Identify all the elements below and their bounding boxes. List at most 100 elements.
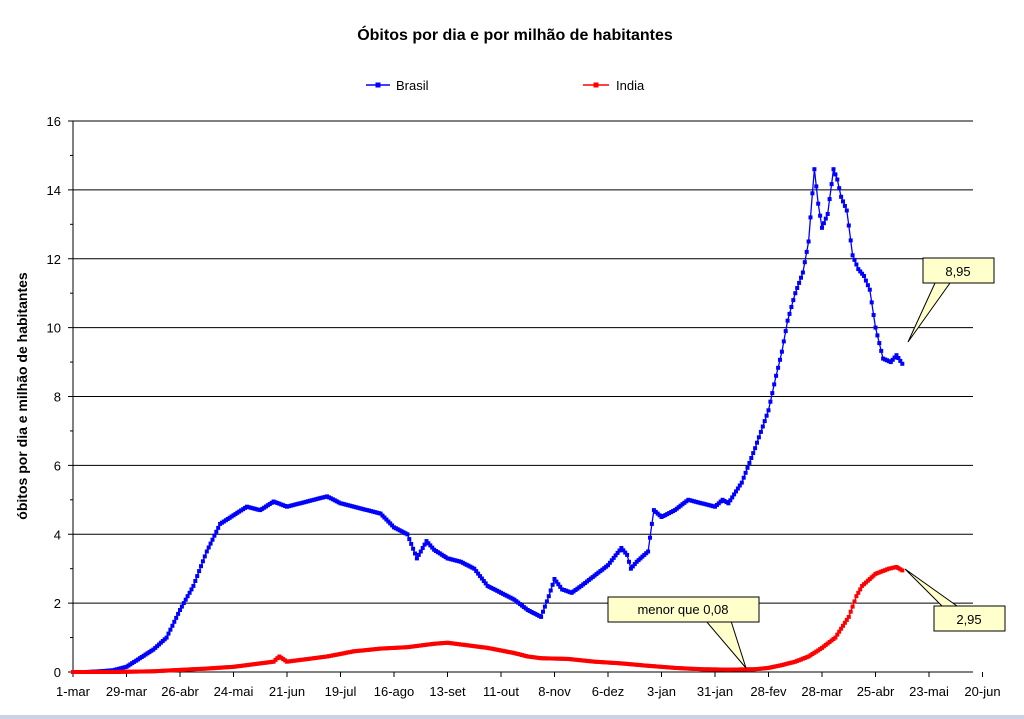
data-point: [542, 604, 547, 609]
data-point: [174, 615, 179, 620]
series-line-brasil: [73, 168, 903, 673]
x-tick-label: 31-jan: [697, 684, 733, 699]
data-point: [649, 521, 654, 526]
data-point: [539, 614, 544, 619]
y-tick-label: 10: [47, 321, 61, 336]
data-point: [842, 620, 847, 625]
data-point: [420, 546, 425, 550]
data-point: [799, 275, 803, 280]
data-point: [413, 551, 417, 556]
series-markers-india: [71, 565, 905, 674]
data-point: [862, 274, 866, 278]
callout-brasil-label: 8,95: [945, 264, 970, 279]
data-point: [774, 373, 779, 378]
callout-india-label: 2,95: [956, 612, 981, 627]
data-point: [858, 587, 863, 592]
data-point: [779, 349, 784, 354]
y-tick-label: 16: [47, 114, 61, 129]
data-point: [852, 257, 857, 262]
data-point: [812, 167, 817, 172]
data-point: [743, 470, 748, 475]
data-point: [751, 451, 756, 456]
data-point: [544, 599, 549, 604]
data-point: [753, 446, 758, 451]
data-point: [829, 182, 834, 187]
data-point: [820, 225, 824, 230]
data-point: [768, 399, 773, 404]
data-point: [168, 627, 173, 632]
data-point: [814, 184, 819, 189]
data-point: [848, 238, 853, 243]
y-tick-label: 14: [47, 183, 61, 198]
data-point: [202, 554, 207, 559]
x-tick-label: 3-jan: [647, 684, 676, 699]
data-point: [756, 435, 761, 440]
data-point: [625, 552, 630, 557]
data-point: [800, 270, 805, 275]
data-point: [187, 590, 192, 595]
series: [71, 167, 905, 674]
data-point: [621, 548, 626, 553]
data-point: [818, 213, 823, 218]
data-point: [755, 440, 759, 445]
data-point: [474, 569, 479, 574]
callout-min: menor que 0,08: [607, 596, 760, 669]
data-point: [611, 555, 616, 560]
data-point: [873, 325, 878, 330]
y-tick-label: 4: [54, 527, 61, 542]
data-point: [821, 221, 826, 226]
data-point: [606, 563, 610, 568]
data-point: [892, 355, 897, 360]
data-point: [860, 271, 865, 276]
data-point: [797, 280, 802, 285]
callout-brasil-pointer: [907, 282, 951, 343]
data-point: [164, 635, 169, 640]
data-point: [778, 357, 782, 362]
data-point: [481, 579, 486, 583]
data-point: [172, 619, 177, 624]
data-point: [844, 617, 849, 622]
data-point: [619, 546, 624, 550]
x-tick-label: 28-fev: [750, 684, 787, 699]
data-point: [837, 629, 842, 634]
callout-india-box: [933, 605, 1006, 632]
data-point: [214, 529, 219, 534]
data-point: [191, 583, 196, 588]
data-point: [783, 329, 788, 334]
x-tick-label: 16-ago: [374, 684, 414, 699]
legend-label-india: India: [616, 78, 645, 93]
data-point: [617, 548, 622, 553]
axes: [68, 120, 983, 677]
series-india: [71, 565, 905, 674]
data-point: [737, 483, 742, 488]
data-point: [741, 475, 746, 480]
data-point: [554, 579, 559, 584]
data-point: [802, 260, 807, 265]
data-point: [747, 460, 752, 465]
data-point: [199, 564, 203, 569]
data-point: [856, 590, 861, 595]
data-point: [823, 216, 828, 221]
data-point: [772, 382, 777, 387]
y-tick-label: 6: [54, 458, 61, 473]
x-tick-label: 21-jun: [269, 684, 305, 699]
data-point: [846, 614, 851, 619]
data-point: [900, 568, 905, 573]
data-point: [648, 535, 652, 540]
data-point: [179, 604, 184, 609]
data-point: [846, 223, 851, 228]
callout-brasil: 8,95: [907, 257, 995, 343]
data-point: [839, 194, 844, 199]
data-point: [837, 186, 842, 191]
data-point: [193, 579, 198, 583]
data-point: [879, 348, 884, 353]
data-point: [176, 611, 181, 616]
data-point: [426, 541, 431, 546]
data-point: [424, 539, 429, 544]
data-point: [206, 545, 211, 550]
data-point: [613, 553, 618, 558]
data-point: [170, 623, 175, 628]
y-axis-title: óbitos por dia e milhão de habitantes: [14, 272, 30, 520]
data-point: [732, 492, 737, 497]
data-point: [546, 594, 551, 599]
